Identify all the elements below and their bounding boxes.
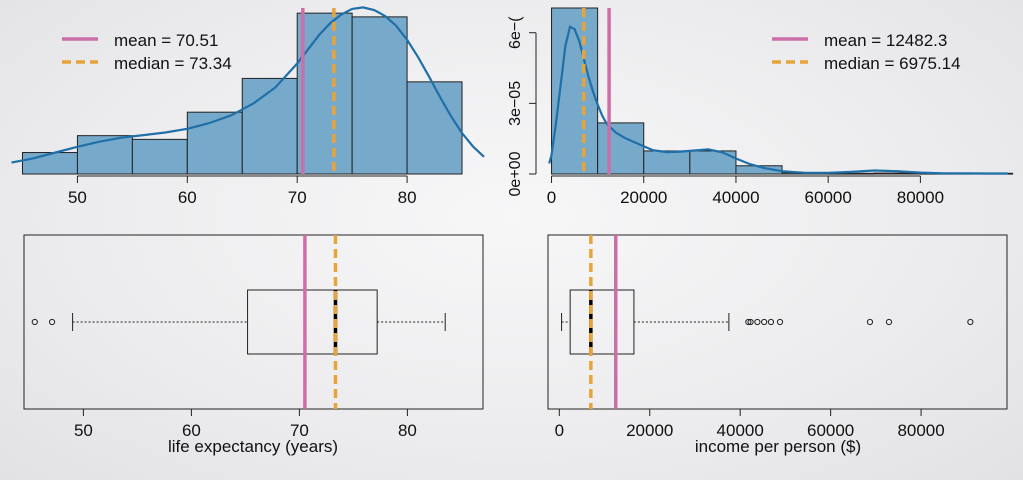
- x-tick-label: 60000: [805, 188, 852, 207]
- outlier-point: [767, 318, 775, 326]
- x-tick-label: 50: [68, 188, 87, 207]
- outlier-point: [885, 318, 893, 326]
- iqr-box: [247, 289, 378, 355]
- x-tick-label: 40000: [717, 421, 764, 440]
- histogram-bar: [597, 122, 645, 175]
- x-tick-label: 70: [288, 188, 307, 207]
- y-tick-label: 0e+00: [507, 151, 524, 196]
- life-expectancy-boxplot: 50 60 70 80 life expectancy (years): [23, 234, 484, 456]
- histogram-bar: [551, 7, 599, 175]
- histogram-bar: [76, 135, 133, 175]
- histogram-bar: [296, 12, 353, 175]
- x-tick-label: 0: [547, 188, 556, 207]
- y-tick-label: 6e−(: [507, 16, 524, 49]
- y-tick-label: 3e−05: [507, 81, 524, 126]
- density-curve: [11, 6, 485, 164]
- income-histogram: 0 20000 40000 60000 80000 0e+00 3e−05 6e−( mea…: [507, 7, 1014, 207]
- plot-frame: [547, 234, 1008, 410]
- x-tick-label: 60: [178, 188, 197, 207]
- x-tick-label: 60000: [807, 421, 854, 440]
- histogram-bar: [186, 111, 243, 175]
- legend: mean = 70.51 median = 73.34: [62, 31, 232, 73]
- outlier-point: [745, 318, 752, 326]
- outlier-point: [967, 318, 974, 326]
- x-tick-label: 60: [182, 421, 201, 440]
- x-axis-label: life expectancy (years): [168, 437, 338, 456]
- histogram-bar: [351, 16, 408, 175]
- plot-frame: [23, 234, 484, 410]
- histogram-bar: [131, 138, 188, 175]
- outlier-point: [747, 318, 754, 326]
- outlier-point: [761, 318, 768, 326]
- histogram-bar: [643, 150, 691, 175]
- x-tick-label: 70: [290, 421, 309, 440]
- legend-mean-label: mean = 12482.3: [824, 31, 947, 50]
- x-tick-label: 20000: [620, 188, 667, 207]
- outlier-point: [866, 318, 874, 326]
- iqr-box: [569, 289, 635, 355]
- legend-median-label: median = 6975.14: [824, 54, 961, 73]
- histogram-bar: [406, 81, 463, 175]
- legend-mean-label: mean = 70.51: [114, 31, 218, 50]
- density-curve: [548, 25, 1008, 175]
- x-axis-label: income per person ($): [695, 437, 861, 456]
- x-tick-label: 20000: [626, 421, 673, 440]
- x-tick-label: 80000: [897, 421, 944, 440]
- outlier-point: [31, 318, 38, 326]
- legend-median-label: median = 73.34: [114, 54, 232, 73]
- x-tick-label: 50: [74, 421, 93, 440]
- legend: mean = 12482.3 median = 6975.14: [772, 31, 961, 73]
- income-boxplot: 0 20000 40000 60000 80000 income per person …: [547, 234, 1008, 456]
- outlier-point: [48, 318, 56, 326]
- life-expectancy-histogram: 50 60 70 80 mean = 70.51 median = 73.34: [11, 6, 485, 207]
- x-tick-label: 0: [555, 421, 564, 440]
- histogram-bar: [21, 152, 78, 175]
- x-tick-label: 80: [398, 421, 417, 440]
- outlier-point: [776, 318, 784, 326]
- x-tick-label: 40000: [712, 188, 759, 207]
- x-tick-label: 80000: [897, 188, 944, 207]
- histogram-bar: [241, 77, 298, 175]
- x-tick-label: 80: [398, 188, 417, 207]
- outlier-point: [754, 318, 761, 326]
